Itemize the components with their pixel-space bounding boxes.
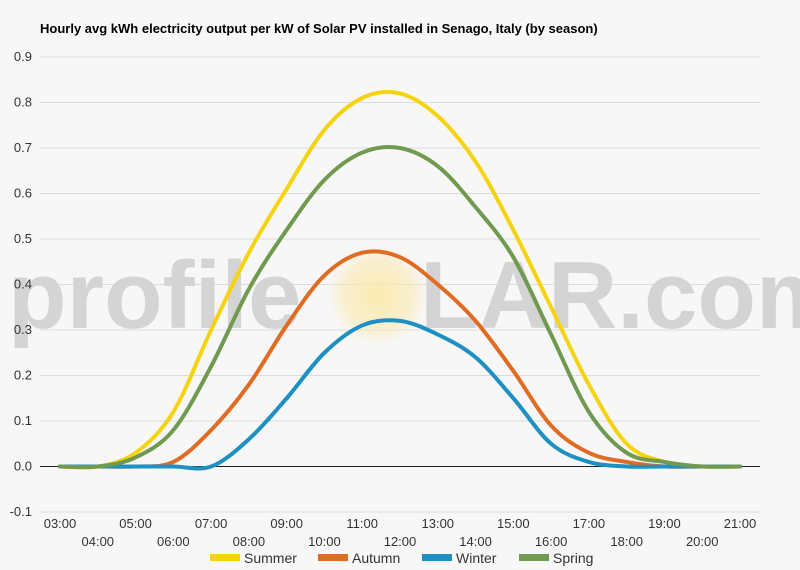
x-tick-label: 20:00	[686, 534, 719, 549]
series	[58, 89, 742, 471]
x-tick-label: 05:00	[119, 516, 152, 531]
chart-title: Hourly avg kWh electricity output per kW…	[40, 21, 598, 36]
y-tick-label: 0.8	[14, 95, 32, 110]
y-tick-label: 0.4	[14, 277, 32, 292]
legend-label: Winter	[456, 550, 497, 566]
x-tick-label: 08:00	[233, 534, 266, 549]
legend-swatch	[210, 554, 240, 561]
legend: Summer Autumn Winter Spring	[210, 550, 593, 566]
legend-swatch	[519, 554, 549, 561]
y-tick-label: 0.6	[14, 186, 32, 201]
legend-swatch	[422, 554, 452, 561]
x-tick-label: 03:00	[44, 516, 77, 531]
y-tick-label: 0.3	[14, 322, 32, 337]
legend-swatch	[318, 554, 348, 561]
legend-label: Summer	[244, 550, 297, 566]
x-axis: 03:00 04:00 05:00 06:00 07:00 08:00 09:00 10:00…	[44, 516, 757, 549]
y-tick-label: -0.1	[10, 504, 32, 519]
x-tick-label: 07:00	[195, 516, 228, 531]
x-tick-label: 10:00	[308, 534, 341, 549]
y-tick-label: 0.2	[14, 368, 32, 383]
watermark-right: LAR.com	[420, 242, 800, 349]
x-tick-label: 19:00	[648, 516, 681, 531]
x-tick-label: 16:00	[535, 534, 568, 549]
series-line-spring	[58, 145, 742, 470]
y-tick-label: 0.0	[14, 459, 32, 474]
x-tick-label: 15:00	[497, 516, 530, 531]
y-tick-label: 0.1	[14, 413, 32, 428]
x-tick-label: 18:00	[610, 534, 643, 549]
y-tick-label: 0.7	[14, 140, 32, 155]
x-tick-label: 13:00	[422, 516, 455, 531]
x-tick-label: 21:00	[724, 516, 757, 531]
x-tick-label: 17:00	[573, 516, 606, 531]
series-line-autumn	[58, 249, 742, 469]
watermark-left: profile	[8, 242, 301, 349]
x-tick-label: 04:00	[82, 534, 115, 549]
y-tick-label: 0.5	[14, 231, 32, 246]
legend-item-winter[interactable]: Winter	[422, 550, 497, 566]
x-tick-label: 09:00	[270, 516, 303, 531]
legend-item-summer[interactable]: Summer	[210, 550, 297, 566]
series-line-summer	[58, 89, 742, 470]
x-tick-label: 14:00	[459, 534, 492, 549]
series-line-winter	[58, 318, 742, 471]
x-tick-label: 11:00	[346, 516, 378, 531]
x-tick-label: 06:00	[157, 534, 190, 549]
y-axis: -0.1 0.0 0.1 0.2 0.3 0.4 0.5 0.6 0.7 0.8 0.9	[10, 49, 32, 519]
y-tick-label: 0.9	[14, 49, 32, 64]
legend-label: Spring	[553, 550, 593, 566]
legend-item-autumn[interactable]: Autumn	[318, 550, 400, 566]
x-tick-label: 12:00	[384, 534, 417, 549]
legend-item-spring[interactable]: Spring	[519, 550, 593, 566]
legend-label: Autumn	[352, 550, 400, 566]
